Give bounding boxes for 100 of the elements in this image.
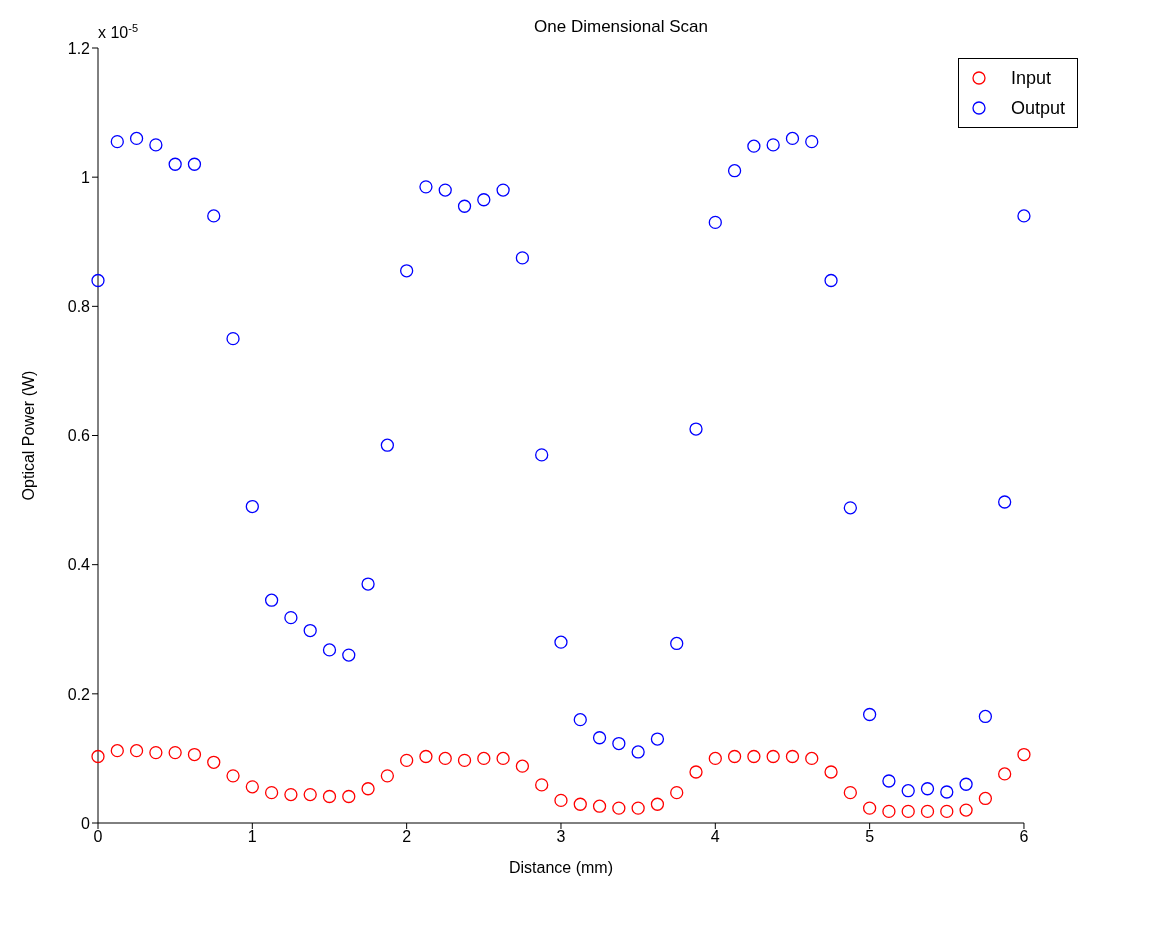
point	[303, 623, 317, 638]
point	[959, 803, 973, 817]
point	[245, 499, 259, 514]
point	[400, 753, 414, 767]
point	[168, 157, 182, 171]
point	[554, 635, 568, 649]
x-tick-label: 2	[402, 828, 412, 846]
point	[824, 765, 838, 779]
point	[110, 744, 124, 758]
legend-label: Output	[1011, 97, 1066, 120]
point	[168, 745, 182, 760]
point	[380, 438, 395, 452]
point	[1017, 209, 1031, 223]
point	[264, 786, 279, 800]
y-tick-label: 1	[81, 168, 91, 186]
point	[959, 777, 973, 791]
point	[245, 780, 259, 794]
point	[862, 707, 877, 722]
point	[766, 138, 780, 152]
point	[91, 273, 105, 288]
point	[920, 804, 935, 819]
point	[380, 769, 395, 783]
y-tick-label: 1.2	[67, 39, 91, 57]
point	[342, 789, 356, 804]
point	[940, 804, 954, 819]
point	[901, 784, 915, 798]
point	[747, 749, 761, 764]
point	[670, 636, 684, 651]
point	[457, 199, 472, 213]
point	[129, 744, 144, 758]
point	[708, 751, 722, 766]
point	[689, 765, 703, 779]
point	[284, 610, 298, 625]
chart-title: One Dimensional Scan	[534, 17, 708, 36]
point	[264, 593, 279, 607]
point	[727, 164, 742, 178]
point	[689, 422, 703, 436]
y-tick-label: 0.6	[67, 427, 91, 445]
point	[226, 331, 240, 346]
point	[110, 135, 124, 149]
point	[592, 731, 607, 745]
point	[920, 782, 935, 796]
point	[573, 713, 587, 727]
point	[477, 193, 491, 207]
point	[978, 791, 993, 806]
point	[496, 751, 510, 766]
x-tick-label: 3	[556, 828, 566, 846]
point	[612, 736, 626, 751]
x-axis-title: Distance (mm)	[508, 859, 613, 876]
point	[207, 209, 221, 223]
point	[129, 131, 144, 146]
point	[843, 501, 857, 515]
point	[554, 793, 568, 808]
point	[805, 751, 819, 766]
point	[438, 183, 452, 197]
point	[1017, 747, 1031, 762]
point	[149, 745, 163, 760]
point	[515, 759, 530, 773]
point	[650, 732, 665, 746]
point	[650, 797, 665, 811]
point	[785, 749, 800, 764]
point	[322, 643, 337, 657]
point	[477, 751, 491, 766]
point	[187, 747, 202, 762]
point	[207, 755, 221, 769]
y-tick-label: 0.2	[67, 685, 91, 703]
point	[805, 135, 819, 149]
point	[342, 648, 356, 662]
point	[882, 774, 896, 788]
x-tick-label: 6	[1019, 828, 1029, 846]
point	[727, 749, 742, 764]
y-tick-label: 0.8	[67, 298, 91, 316]
point	[785, 131, 800, 146]
point	[998, 767, 1012, 781]
point	[535, 448, 549, 462]
y-tick-label: 0	[81, 814, 91, 832]
point	[978, 709, 993, 724]
legend-label: Input	[1011, 67, 1052, 90]
point	[862, 801, 877, 815]
point	[419, 180, 433, 194]
point	[400, 264, 414, 278]
point	[901, 804, 915, 819]
point	[91, 749, 105, 764]
point	[766, 749, 780, 764]
point	[226, 769, 240, 783]
point	[361, 782, 375, 796]
point	[940, 785, 954, 799]
point	[496, 183, 510, 197]
x-tick-label: 4	[710, 828, 720, 846]
point	[612, 801, 626, 815]
y-tick-label: 0.4	[67, 556, 91, 574]
y-axis-title: Optical Power (W)	[19, 370, 37, 501]
point	[457, 753, 472, 767]
point	[747, 139, 761, 153]
point	[361, 577, 375, 591]
point	[322, 789, 337, 804]
point	[882, 804, 896, 819]
text: x 10$^{-5}$	[98, 22, 139, 41]
point	[438, 751, 452, 766]
point	[592, 799, 607, 813]
